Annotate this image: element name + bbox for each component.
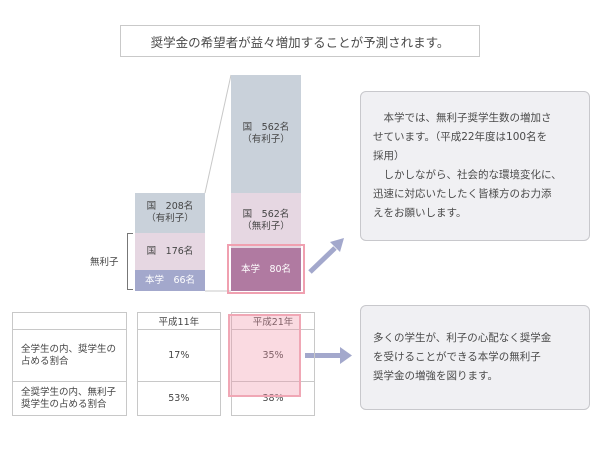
row-label-line: 全奨学生の内、無利子 — [21, 386, 117, 398]
table-header-row: 平成11年 平成21年 — [12, 312, 315, 330]
bar2-highlight-frame — [227, 244, 305, 294]
bar1-label-honngaku: 本学 66名 — [144, 274, 196, 286]
note1-line: 迅速に対応いたしたく皆様方のお力添 — [373, 188, 552, 200]
note-box-strengthen: 多くの学生が、利子の心配なく奨学金 を受けることができる本学の無利子 奨学金の増… — [360, 305, 590, 410]
bar1-label-murishi: 国 176名 — [146, 245, 194, 257]
page-title: 奨学金の希望者が益々増加することが予測されます。 — [150, 34, 450, 50]
bar2-label-honngaku: 本学 80名 — [240, 263, 292, 275]
row-label-line: 占める割合 — [21, 355, 69, 367]
diagonal-arrow-icon — [308, 238, 344, 274]
note1-line: しかしながら、社会的な環境変化に、 — [373, 169, 562, 181]
bar2-segment-kuni-yuurishi: 国 562名 （有利子） — [231, 75, 301, 193]
row-label-line: 奨学生の占める割合 — [21, 398, 107, 410]
note-box-increase: 本学では、無利子奨学生数の増加さ せています。（平成22年度は100名を 採用）… — [360, 91, 590, 241]
table-row-label: 全学生の内、奨学生の 占める割合 — [12, 329, 127, 382]
connector-line-top — [204, 74, 232, 194]
table-gap — [125, 329, 138, 382]
bar2-label-murishi: 国 562名 — [242, 208, 290, 220]
table-cell: 53% — [136, 381, 221, 416]
murishi-bracket — [127, 233, 133, 290]
table-row-label: 全奨学生の内、無利子 奨学生の占める割合 — [12, 381, 127, 416]
stats-table: 平成11年 平成21年 全学生の内、奨学生の 占める割合 17% 35% 全奨学… — [12, 312, 315, 416]
table-highlight-frame — [228, 314, 301, 397]
murishi-bracket-label: 無利子 — [90, 257, 119, 268]
table-cell: 17% — [136, 329, 221, 382]
bar2-segment-kuni-murishi: 国 562名 （無利子） — [231, 193, 301, 248]
note2-line: 多くの学生が、利子の心配なく奨学金 — [373, 332, 552, 344]
bar2-sublabel-murishi: （無利子） — [242, 220, 290, 232]
table-cell-highlight: 35% — [231, 329, 315, 382]
bar2-segment-honngaku: 本学 80名 — [231, 248, 301, 291]
table-cell: 38% — [231, 381, 315, 416]
right-arrow-icon — [305, 347, 352, 364]
note1-line: えをお願いします。 — [373, 207, 467, 219]
note1-line: 本学では、無利子奨学生数の増加さ — [373, 112, 552, 124]
table-header-h11: 平成11年 — [136, 312, 221, 330]
bar1-segment-kuni-yuurishi: 国 208名 （有利子） — [135, 193, 205, 233]
note2-line: 奨学金の増強を図ります。 — [373, 370, 498, 382]
table-gap — [125, 381, 138, 416]
table-gap — [125, 312, 138, 330]
row-label-line: 全学生の内、奨学生の — [21, 343, 117, 355]
table-header-empty — [12, 312, 127, 330]
bar2-label-yuurishi: 国 562名 — [242, 122, 290, 133]
table-row: 全奨学生の内、無利子 奨学生の占める割合 53% 38% — [12, 381, 315, 416]
title-box: 奨学金の希望者が益々増加することが予測されます。 — [120, 25, 480, 57]
bar1-sublabel-yuurishi: （有利子） — [146, 213, 194, 224]
note1-line: せています。（平成22年度は100名を — [373, 131, 548, 143]
note2-line: を受けることができる本学の無利子 — [373, 351, 541, 363]
bar1-label-yuurishi: 国 208名 — [146, 201, 194, 212]
note1-line: 採用） — [373, 150, 405, 162]
bar2-sublabel-yuurishi: （有利子） — [242, 134, 290, 145]
table-row: 全学生の内、奨学生の 占める割合 17% 35% — [12, 329, 315, 382]
bar1-segment-kuni-murishi: 国 176名 — [135, 233, 205, 270]
bar1-segment-honngaku: 本学 66名 — [135, 270, 205, 291]
